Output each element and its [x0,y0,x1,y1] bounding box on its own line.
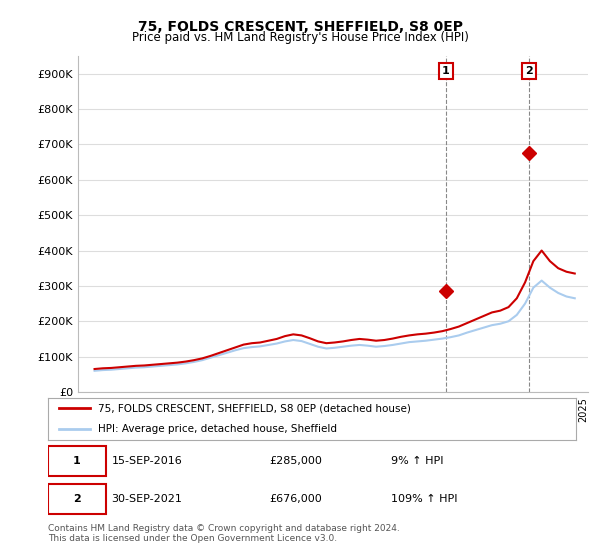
Text: £676,000: £676,000 [270,494,323,504]
Text: 15-SEP-2016: 15-SEP-2016 [112,456,182,466]
Text: 2: 2 [73,494,81,504]
Text: HPI: Average price, detached house, Sheffield: HPI: Average price, detached house, Shef… [98,424,337,434]
Text: 75, FOLDS CRESCENT, SHEFFIELD, S8 0EP: 75, FOLDS CRESCENT, SHEFFIELD, S8 0EP [137,20,463,34]
Text: 30-SEP-2021: 30-SEP-2021 [112,494,182,504]
Text: 2: 2 [526,66,533,76]
Text: Contains HM Land Registry data © Crown copyright and database right 2024.
This d: Contains HM Land Registry data © Crown c… [48,524,400,543]
Text: 109% ↑ HPI: 109% ↑ HPI [391,494,458,504]
FancyBboxPatch shape [48,446,106,477]
Text: Price paid vs. HM Land Registry's House Price Index (HPI): Price paid vs. HM Land Registry's House … [131,31,469,44]
Text: £285,000: £285,000 [270,456,323,466]
FancyBboxPatch shape [48,484,106,514]
Text: 1: 1 [73,456,81,466]
Text: 1: 1 [442,66,449,76]
Text: 9% ↑ HPI: 9% ↑ HPI [391,456,444,466]
Text: 75, FOLDS CRESCENT, SHEFFIELD, S8 0EP (detached house): 75, FOLDS CRESCENT, SHEFFIELD, S8 0EP (d… [98,403,411,413]
